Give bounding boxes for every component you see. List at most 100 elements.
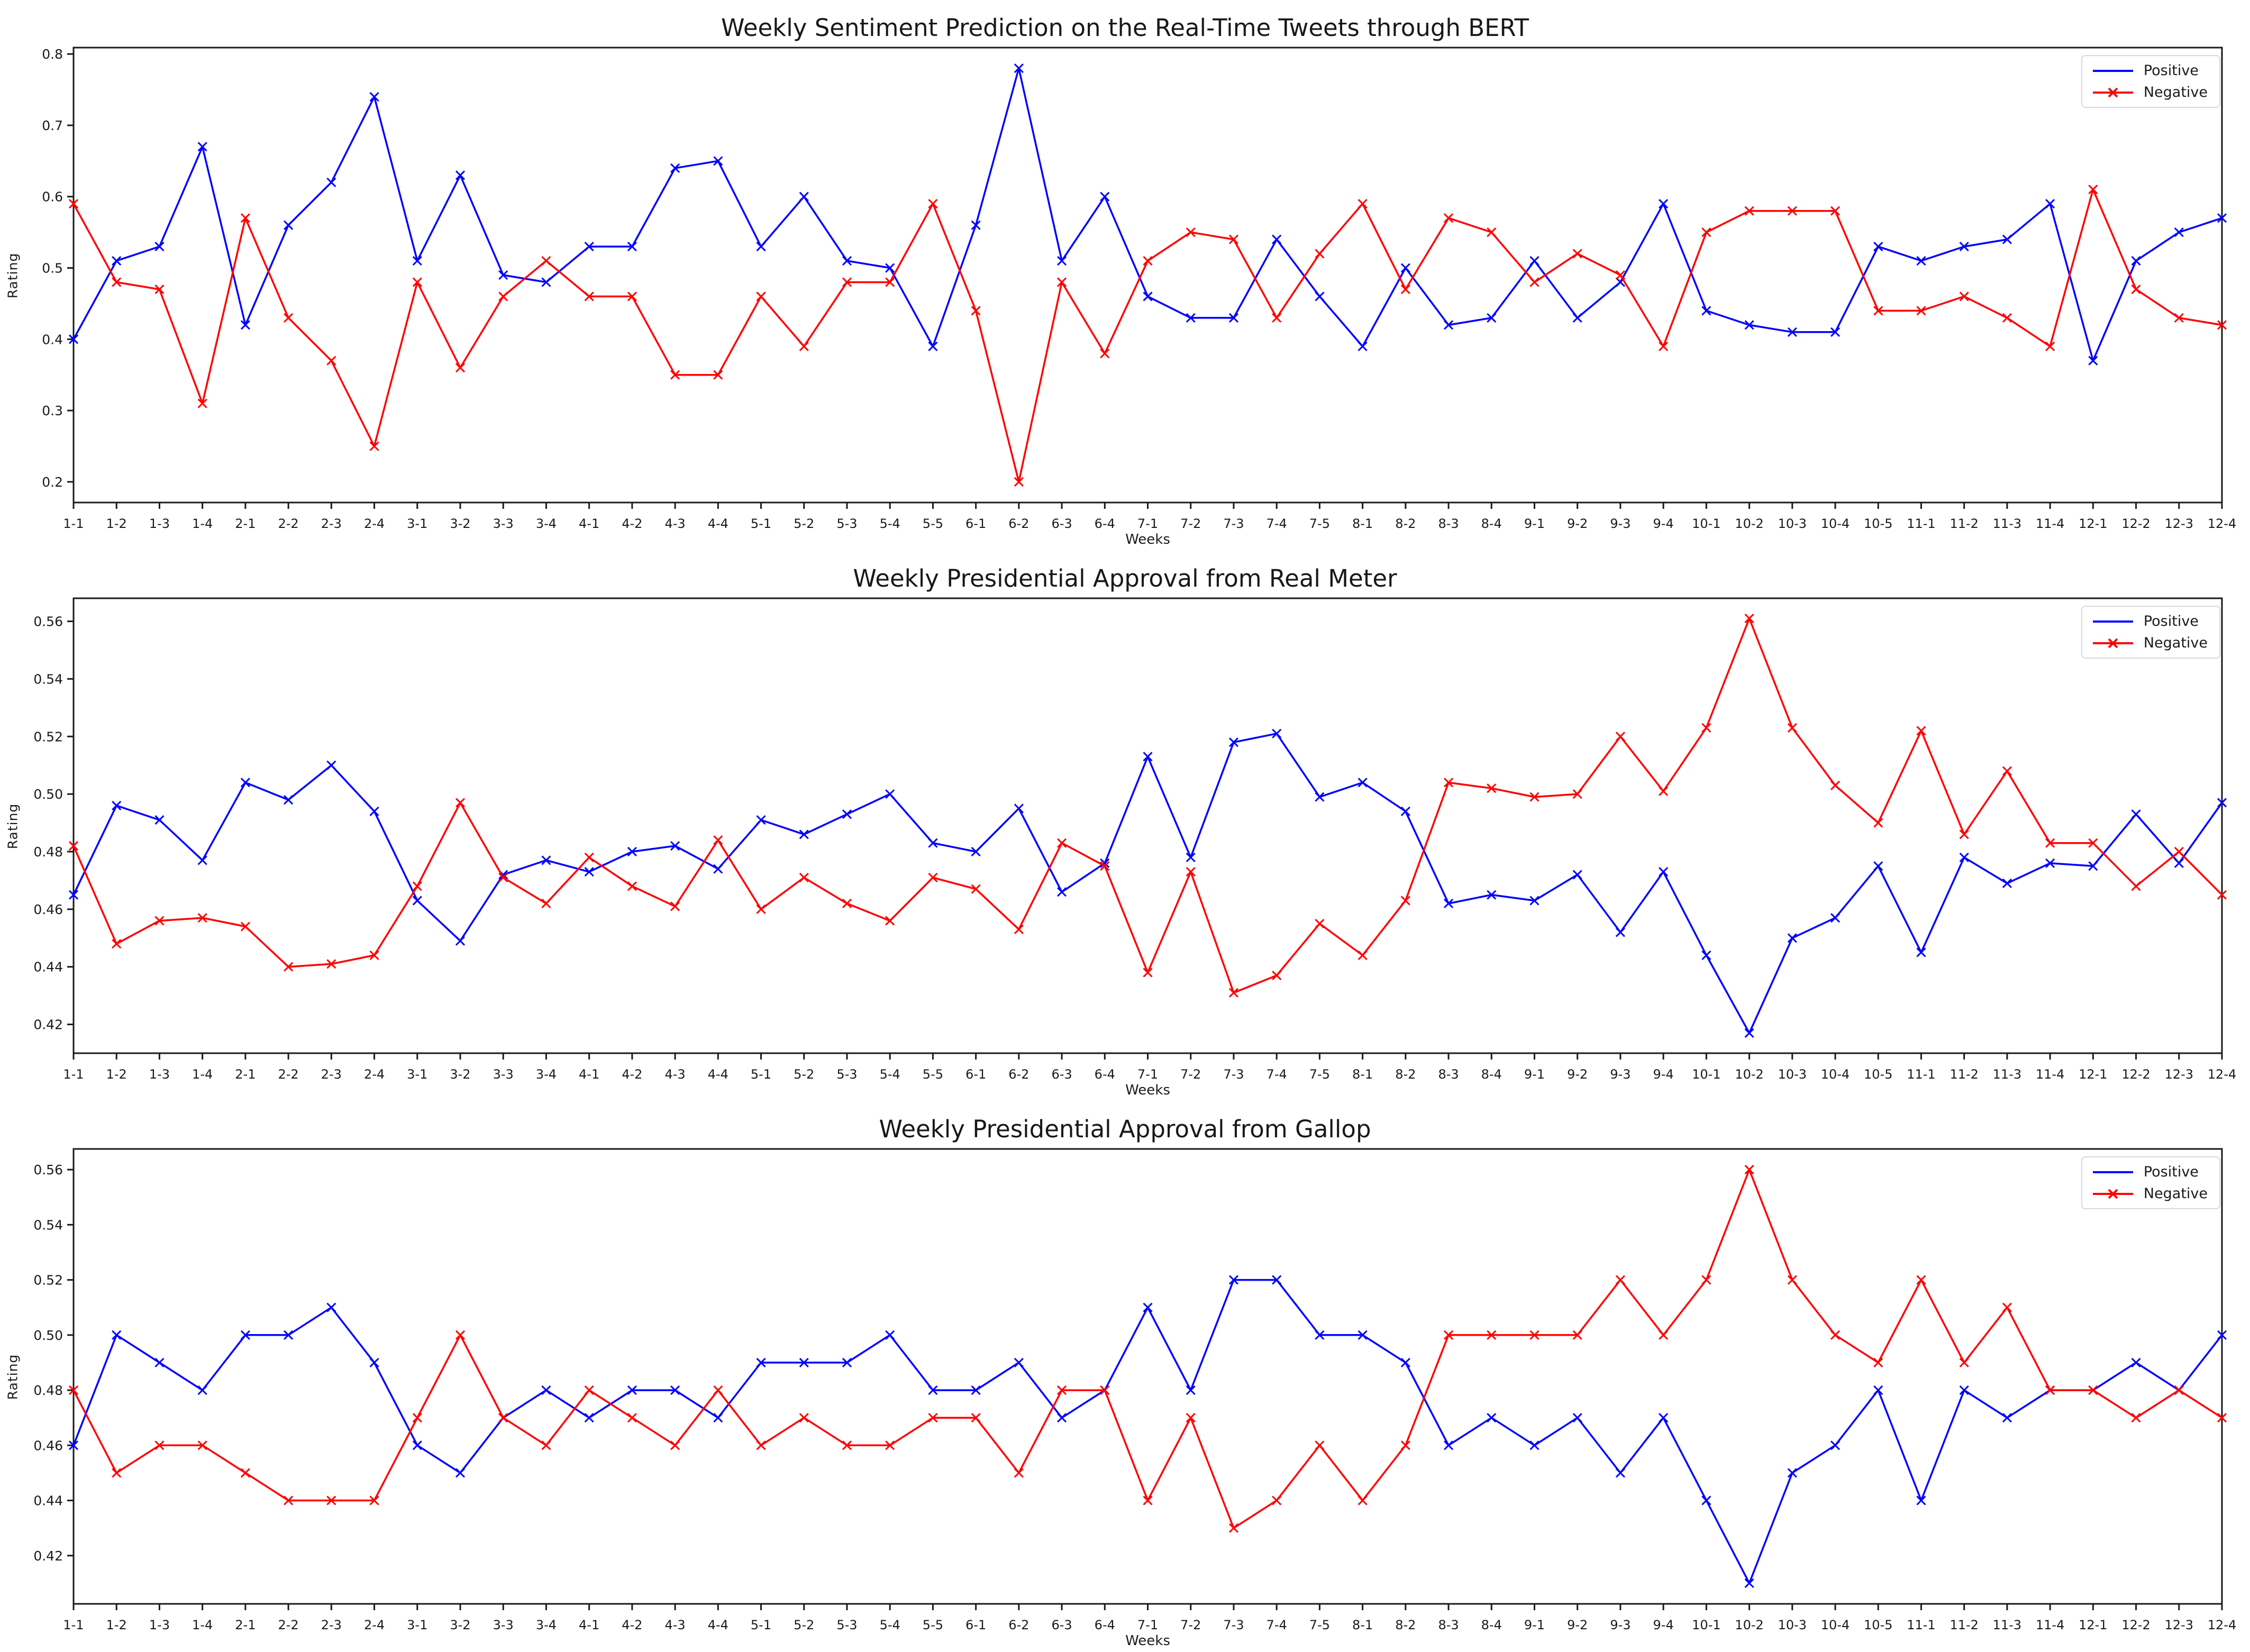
x-tick-label: 2-2	[278, 1067, 298, 1082]
x-tick-label: 8-4	[1481, 516, 1502, 531]
x-tick-label: 4-1	[579, 1618, 599, 1632]
x-tick-label: 7-5	[1309, 1067, 1330, 1082]
x-tick-label: 4-4	[708, 1618, 728, 1632]
legend: Positive Negative	[2081, 606, 2220, 659]
x-tick-label: 12-4	[2208, 516, 2236, 531]
legend-label-negative: Negative	[2143, 84, 2208, 101]
x-tick-label: 9-1	[1524, 516, 1545, 531]
x-tick-label: 5-2	[794, 516, 814, 531]
plot-border	[72, 1148, 2223, 1605]
x-tick-label: 10-1	[1692, 1618, 1720, 1632]
x-tick-label: 12-4	[2208, 1618, 2236, 1632]
x-tick-label: 2-3	[321, 1067, 342, 1082]
x-tick-label: 10-5	[1864, 1618, 1892, 1632]
positive-line	[72, 1279, 2223, 1584]
x-tick-label: 6-4	[1095, 516, 1115, 531]
legend: Positive Negative	[2081, 1156, 2220, 1209]
y-tick-label: 0.50	[33, 1328, 63, 1343]
x-tick-label: 9-4	[1653, 1067, 1674, 1082]
x-axis-label: Weeks	[1125, 1633, 1170, 1649]
real-meter-plot: 0.420.440.460.480.500.520.540.561-1 1-2 1-…	[33, 597, 2236, 1082]
x-tick-label: 5-5	[923, 1618, 943, 1632]
x-tick-label: 4-1	[579, 516, 599, 531]
chart-real-meter-approval: 0.42 0.44 0.46 0.48 0.50 0.52 0.54 0.56 1-1 1-2 1-…	[0, 551, 2250, 1101]
positive-line-sample	[2092, 620, 2133, 623]
x-tick-label: 6-1	[965, 1067, 986, 1082]
x-tick-label: 12-2	[2121, 1618, 2150, 1632]
positive-markers	[68, 63, 2227, 366]
x-tick-label: 3-4	[536, 1067, 557, 1082]
x-tick-label: 10-2	[1735, 1067, 1763, 1082]
x-tick-label: 11-3	[1993, 1618, 2021, 1632]
x-tick-label: 4-3	[664, 516, 685, 531]
x-tick-label: 8-1	[1352, 1067, 1373, 1082]
x-tick-label: 11-2	[1950, 1618, 1978, 1632]
x-tick-label: 2-4	[364, 516, 385, 531]
x-tick-label: 9-3	[1610, 1618, 1630, 1632]
x-tick-label: 5-4	[880, 1618, 900, 1632]
chart-title: Weekly Sentiment Prediction on the Real-…	[721, 14, 1529, 42]
negative-line	[72, 617, 2223, 994]
x-tick-label: 5-4	[880, 1067, 900, 1082]
positive-line-sample	[2092, 69, 2133, 72]
x-tick-label: 12-3	[2165, 1618, 2193, 1632]
negative-markers	[68, 614, 2227, 998]
x-tick-label: 7-2	[1180, 1067, 1201, 1082]
x-tick-label: 5-3	[836, 516, 857, 531]
x-tick-label: 11-4	[2036, 516, 2064, 531]
y-axis-ticks: 0.2 0.3 0.4 0.5 0.6 0.7 0.8	[42, 47, 74, 490]
y-tick-label: 0.48	[33, 1383, 63, 1398]
chart-gallop-approval: 0.42 0.44 0.46 0.48 0.50 0.52 0.54 0.56 1-1 1-2 1-…	[0, 1101, 2250, 1652]
x-tick-label: 2-3	[321, 1618, 342, 1632]
legend-item-negative: Negative	[2091, 84, 2208, 101]
x-tick-label: 2-1	[235, 1618, 256, 1632]
x-tick-label: 9-2	[1567, 1067, 1588, 1082]
gallop-plot: 0.420.440.460.480.500.520.540.561-1 1-2 1-…	[33, 1148, 2236, 1632]
x-tick-label: 9-2	[1567, 516, 1588, 531]
x-tick-label: 8-4	[1481, 1067, 1502, 1082]
x-tick-label: 2-1	[235, 516, 256, 531]
y-tick-label: 0.46	[33, 902, 63, 917]
x-tick-label: 7-4	[1267, 1618, 1287, 1632]
y-tick-label: 0.44	[33, 1493, 63, 1509]
x-tick-label: 3-1	[407, 1618, 427, 1632]
y-axis-label: Rating	[5, 1354, 21, 1400]
y-tick-label: 0.5	[42, 261, 63, 276]
x-tick-label: 1-2	[106, 1618, 127, 1632]
y-axis-ticks: 0.42 0.44 0.46 0.48 0.50 0.52 0.54 0.56	[33, 614, 74, 1033]
x-tick-label: 10-3	[1778, 1618, 1807, 1632]
x-tick-label: 12-2	[2121, 1067, 2150, 1082]
x-tick-label: 12-1	[2079, 1618, 2107, 1632]
y-tick-label: 0.42	[33, 1548, 63, 1564]
x-tick-label: 3-2	[450, 1618, 470, 1632]
positive-line	[72, 67, 2222, 362]
x-tick-label: 1-1	[63, 1067, 84, 1082]
x-tick-label: 6-3	[1051, 516, 1072, 531]
x-tick-label: 2-4	[364, 1618, 385, 1632]
y-tick-label: 0.2	[42, 474, 63, 490]
x-tick-label: 4-3	[664, 1067, 685, 1082]
x-tick-label: 11-2	[1950, 1067, 1978, 1082]
x-tick-label: 11-4	[2036, 1618, 2064, 1632]
y-tick-label: 0.8	[42, 47, 63, 62]
negative-line	[72, 1169, 2222, 1529]
x-tick-label: 10-5	[1864, 516, 1892, 531]
y-tick-label: 0.7	[42, 118, 63, 133]
x-tick-label: 8-3	[1438, 516, 1459, 531]
x-tick-label: 2-2	[278, 1618, 298, 1632]
x-tick-label: 10-1	[1692, 1067, 1720, 1082]
y-tick-label: 0.4	[42, 332, 63, 347]
legend-item-negative: Negative	[2091, 1185, 2208, 1202]
x-tick-label: 2-2	[278, 516, 298, 531]
x-tick-label: 1-2	[106, 1067, 127, 1082]
legend-label-positive: Positive	[2143, 62, 2199, 79]
x-tick-label: 7-5	[1309, 516, 1330, 531]
x-tick-label: 7-3	[1223, 516, 1244, 531]
x-tick-label: 10-5	[1864, 1067, 1892, 1082]
chart-bert-sentiment: 0.2 0.3 0.4 0.5 0.6 0.7 0.8 1-1 1-2 1-3 1-4 2-1 2-2 2…	[0, 0, 2250, 551]
positive-markers	[68, 728, 2227, 1038]
x-tick-label: 7-4	[1267, 1067, 1287, 1082]
x-tick-label: 9-3	[1610, 516, 1630, 531]
chart-title: Weekly Presidential Approval from Real M…	[853, 564, 1397, 592]
legend-item-positive: Positive	[2091, 1164, 2208, 1180]
